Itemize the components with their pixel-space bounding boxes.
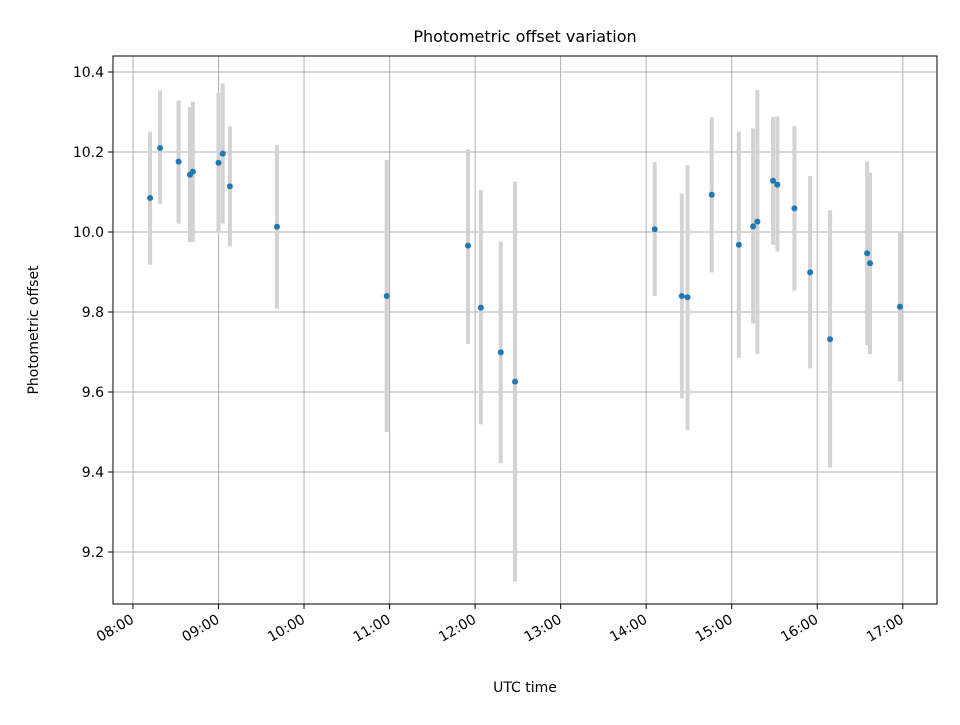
y-tick-label: 10.2 (73, 145, 104, 161)
data-point (226, 183, 233, 190)
data-point (464, 242, 471, 249)
y-tick-label: 9.8 (82, 305, 104, 321)
data-point (219, 150, 226, 157)
point-layer (147, 145, 903, 385)
y-tick-label: 9.2 (82, 545, 104, 561)
data-point (157, 145, 164, 151)
y-tick-label: 9.4 (82, 465, 104, 481)
data-point (708, 191, 715, 198)
data-point (147, 195, 154, 201)
data-point (273, 223, 280, 230)
data-point (774, 181, 781, 188)
data-point (684, 294, 691, 301)
chart-title: Photometric offset variation (413, 27, 636, 46)
y-axis-label: Photometric offset (26, 265, 42, 395)
data-point (791, 205, 798, 212)
data-point (750, 223, 757, 230)
data-point (189, 168, 196, 175)
data-point (175, 158, 182, 165)
y-tick-label: 10.0 (73, 225, 104, 241)
data-point (383, 293, 390, 299)
data-point (807, 269, 814, 276)
y-tick-label: 10.4 (73, 65, 104, 81)
y-tick-label: 9.6 (82, 385, 104, 401)
data-point (215, 159, 222, 166)
data-point (735, 241, 742, 248)
grid-layer (113, 56, 937, 604)
data-point (497, 349, 504, 356)
data-point (477, 304, 484, 311)
data-point (678, 293, 685, 299)
data-point (651, 226, 658, 233)
data-point (866, 260, 873, 267)
x-axis-label: UTC time (493, 680, 557, 696)
plot-frame (112, 55, 938, 605)
data-point (864, 250, 871, 257)
data-point (512, 378, 519, 385)
data-point (770, 177, 777, 184)
data-point (754, 218, 761, 225)
data-point (827, 336, 834, 343)
data-point (896, 303, 903, 310)
